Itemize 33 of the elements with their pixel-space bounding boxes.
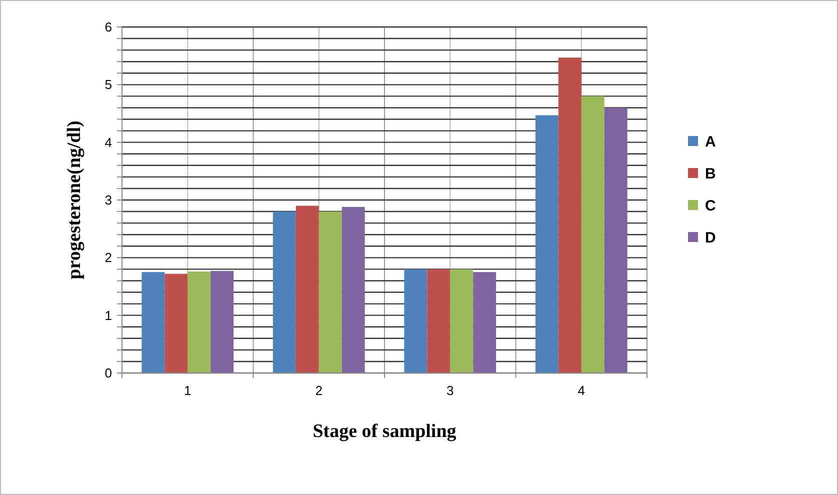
bar	[296, 206, 319, 373]
bar	[272, 212, 296, 373]
y-axis-title: progesterone(ng/dl)	[64, 120, 85, 280]
bar	[210, 270, 234, 373]
bar	[450, 269, 474, 373]
y-tick-label: 0	[104, 366, 112, 381]
bar	[581, 96, 604, 373]
legend-label: D	[705, 229, 716, 246]
y-tick-label: 1	[104, 308, 112, 323]
legend-label: A	[705, 133, 716, 150]
bar	[427, 269, 450, 373]
x-tick-label: 3	[446, 383, 454, 398]
legend-label: C	[705, 197, 716, 214]
bar	[604, 108, 628, 373]
x-axis-title: Stage of sampling	[312, 421, 457, 442]
y-tick-label: 3	[104, 192, 112, 208]
bar	[142, 272, 165, 373]
bar	[404, 269, 428, 373]
x-tick-label: 2	[315, 383, 322, 398]
y-tick-label: 4	[104, 134, 112, 150]
y-tick-label: 5	[104, 77, 112, 92]
x-tick-label: 1	[184, 383, 192, 398]
bar	[558, 58, 582, 373]
bar	[535, 115, 558, 373]
y-tick-label: 6	[104, 20, 112, 35]
bar	[342, 206, 365, 373]
x-tick-label: 4	[578, 383, 585, 398]
bar	[188, 272, 211, 373]
y-tick-label: 2	[104, 250, 112, 266]
bar	[164, 274, 188, 373]
bar	[473, 272, 496, 373]
bar	[318, 212, 342, 373]
legend-label: B	[705, 165, 716, 182]
